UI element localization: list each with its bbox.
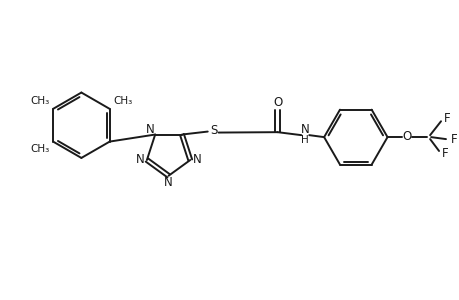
Text: S: S [209,124,217,137]
Text: N: N [135,152,144,166]
Text: N: N [146,123,154,136]
Text: H: H [301,135,308,145]
Text: F: F [441,148,448,160]
Text: CH₃: CH₃ [30,97,50,106]
Text: F: F [442,112,449,125]
Text: N: N [192,152,201,166]
Text: F: F [450,133,456,146]
Text: N: N [300,123,309,136]
Text: O: O [272,96,281,109]
Text: O: O [402,130,411,142]
Text: CH₃: CH₃ [113,97,132,106]
Text: N: N [164,176,173,189]
Text: CH₃: CH₃ [30,144,50,154]
